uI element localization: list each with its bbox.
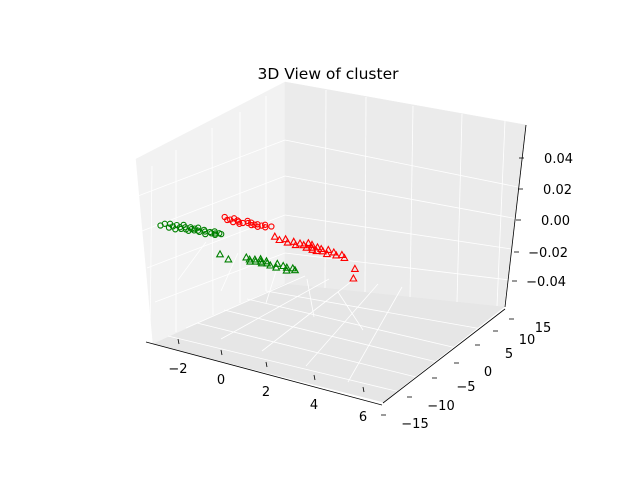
data-point-triangle: [275, 235, 284, 244]
data-point-triangle: [242, 252, 251, 261]
data-point-triangle: [282, 265, 291, 274]
data-markers: [157, 213, 360, 282]
data-point-circle: [248, 221, 255, 229]
grid-line-back-right: [496, 120, 506, 307]
data-point-triangle: [278, 261, 288, 270]
y-tick-label: 10: [519, 333, 536, 348]
y-axis-line: [382, 308, 506, 404]
y-tick-label: −10: [427, 399, 454, 414]
data-point-triangle: [215, 249, 225, 258]
data-point-triangle: [271, 263, 281, 271]
x-tick-mark: [220, 349, 223, 356]
data-point-triangle: [349, 273, 358, 282]
x-axis-line: [145, 341, 383, 406]
grid-line-z-right: [284, 214, 519, 251]
grid-line-x-floor: [306, 278, 315, 318]
data-point-circle: [262, 224, 269, 231]
grid-line-back-left: [149, 165, 153, 341]
data-point-triangle: [282, 263, 292, 271]
data-point-circle: [261, 221, 269, 228]
grid-line-x-floor: [220, 252, 239, 292]
y-tick-label: −5: [456, 380, 475, 395]
x-tick-mark: [313, 374, 316, 381]
data-point-circle: [236, 220, 243, 227]
y-tick-label: 15: [535, 321, 552, 336]
data-point-triangle: [322, 249, 332, 258]
chart-title: 3D View of cluster: [257, 65, 399, 83]
data-point-triangle: [331, 250, 341, 259]
z-tick-label: 0.04: [544, 152, 573, 167]
grid-line-floor-y: [347, 286, 403, 383]
data-point-circle: [254, 223, 261, 230]
grid-line-floor-x: [265, 290, 483, 330]
z-tick-label: −0.02: [528, 246, 568, 261]
grid-line-floor-x: [167, 335, 401, 393]
z-tick-label: 0.02: [543, 183, 572, 198]
data-point-triangle: [266, 260, 275, 269]
data-point-circle: [254, 221, 261, 228]
data-point-circle: [224, 216, 231, 224]
data-point-circle: [268, 223, 275, 230]
data-point-triangle: [329, 247, 339, 256]
grid-line-floor-x: [246, 298, 462, 350]
data-point-triangle: [262, 258, 272, 267]
x-tick-mark: [265, 361, 268, 368]
z-tick-label: −0.04: [526, 275, 566, 290]
y-tick-label: 5: [505, 347, 513, 362]
grid-line-floor-x: [223, 309, 442, 364]
grid-line-floor-y: [185, 275, 306, 329]
grid-line-z-right: [284, 139, 519, 188]
data-point-triangle: [304, 238, 313, 247]
grid-line-floor-y: [220, 278, 330, 340]
x-tick-label: 0: [217, 373, 225, 388]
grid-line-z-left: [146, 214, 286, 269]
grid-line-z-left: [137, 139, 286, 197]
data-point-triangle: [290, 265, 300, 274]
x-tick-label: 2: [262, 385, 270, 400]
z-axis-line: [504, 124, 527, 308]
y-tick-label: 0: [484, 365, 492, 380]
grid-line-z-right: [284, 252, 519, 282]
grid-line-back-right: [409, 105, 414, 298]
data-point-circle: [258, 222, 265, 229]
grid-line-back-right: [364, 96, 367, 293]
x-tick-label: 6: [359, 410, 367, 425]
data-point-triangle: [340, 253, 349, 261]
z-tick-label: 0.00: [541, 214, 570, 229]
data-point-triangle: [295, 238, 305, 247]
data-point-circle: [195, 224, 202, 231]
data-point-triangle: [318, 246, 328, 255]
data-point-circle: [165, 224, 173, 231]
data-point-circle: [194, 227, 202, 234]
x-tick-label: −2: [168, 362, 187, 377]
data-point-circle: [208, 230, 215, 237]
data-point-triangle: [337, 250, 347, 259]
grid-line-floor-y: [305, 283, 379, 367]
data-point-triangle: [224, 254, 233, 263]
data-point-triangle: [270, 232, 280, 240]
x-tick-mark: [362, 386, 365, 393]
grid-line-x-floor: [177, 241, 207, 281]
grid-line-floor-x: [196, 322, 421, 379]
x-tick-label: 4: [310, 398, 318, 413]
grid-line-floor-y: [261, 280, 353, 352]
grid-line-x-floor: [337, 291, 364, 331]
grid-line-back-left: [211, 127, 214, 316]
data-point-circle: [218, 230, 225, 238]
data-point-triangle: [350, 264, 360, 272]
grid-line-back-right: [324, 89, 327, 289]
x-tick-mark: [177, 338, 180, 345]
y-tick-label: −15: [401, 417, 428, 432]
grid-line-x-floor: [265, 264, 279, 304]
data-point-triangle: [283, 237, 292, 246]
grid-lines: [137, 89, 519, 393]
grid-line-z-right: [284, 175, 519, 220]
